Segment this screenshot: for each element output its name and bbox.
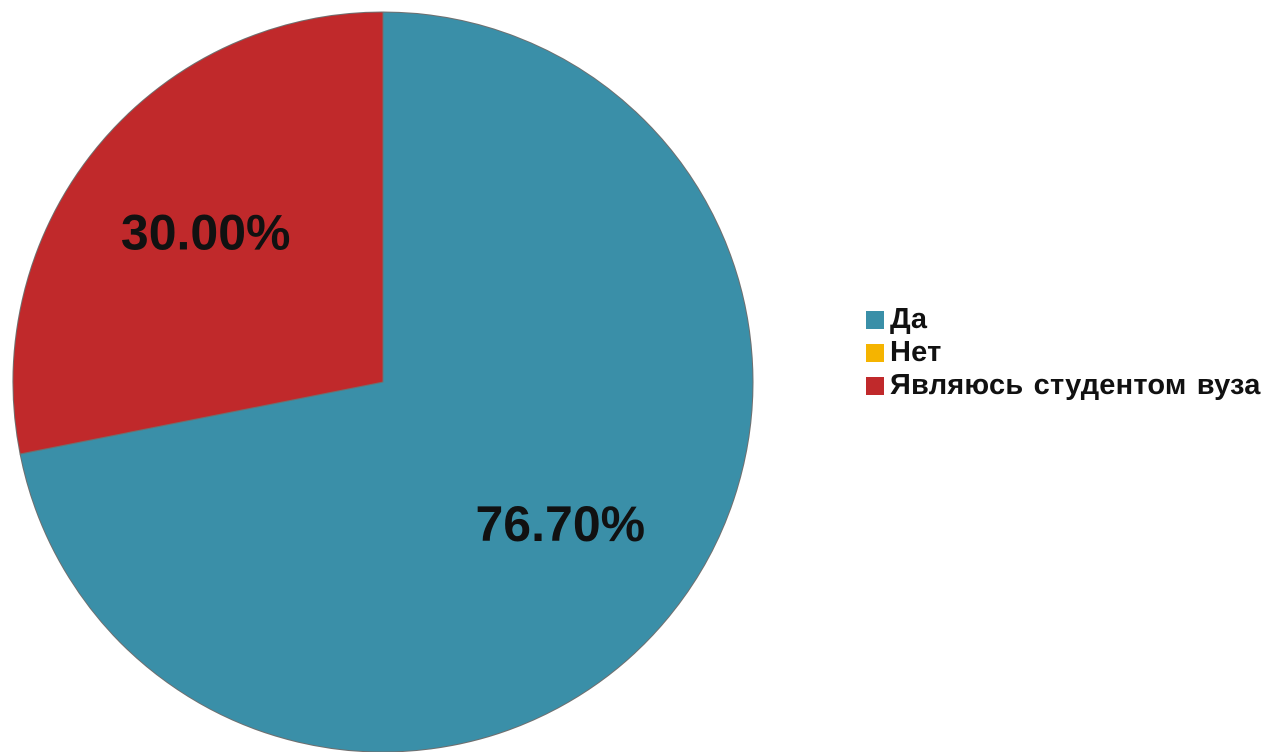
pie-slice-2	[12, 11, 384, 455]
pie-slices	[12, 11, 754, 752]
pie-data-labels: 76.70% 30.00%	[121, 205, 645, 552]
pie-data-label-0: 76.70%	[476, 496, 646, 552]
legend-item-student: Являюсь студентом вуза	[866, 369, 1266, 402]
legend-label-net: Нет	[890, 336, 942, 368]
pie-slice-0	[19, 11, 754, 752]
legend-item-net: Нет	[866, 336, 1266, 369]
legend-item-da: Да	[866, 303, 1266, 336]
legend-label-da: Да	[890, 303, 928, 335]
pie-data-label-2: 30.00%	[121, 205, 291, 261]
legend-swatch-student	[866, 376, 884, 395]
legend-label-student: Являюсь студентом вуза	[890, 369, 1261, 401]
legend: Да Нет Являюсь студентом вуза	[866, 303, 1266, 402]
legend-swatch-net	[866, 343, 884, 362]
legend-swatch-da	[866, 310, 884, 329]
